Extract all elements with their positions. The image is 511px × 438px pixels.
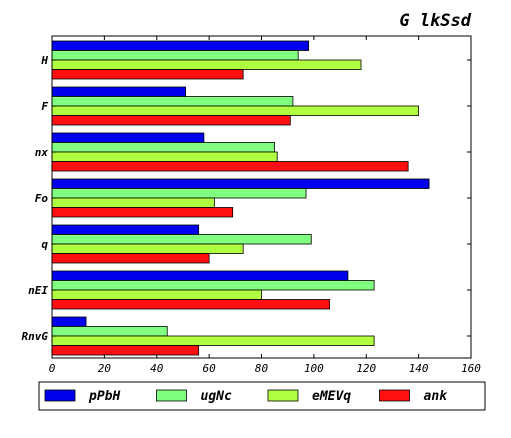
bar-pPbH-Fo: [52, 179, 429, 189]
bar-pPbH-q: [52, 225, 199, 235]
bar-eMEVq-nEI: [52, 290, 262, 300]
bar-ugNc-q: [52, 235, 311, 245]
bar-ank-F: [52, 116, 290, 126]
bar-pPbH-F: [52, 87, 186, 97]
bar-pPbH-nEI: [52, 271, 348, 281]
bar-eMEVq-RnvG: [52, 336, 374, 346]
legend-label-eMEVq: eMEVq: [312, 389, 351, 404]
bar-eMEVq-q: [52, 244, 243, 254]
bar-ank-nEI: [52, 300, 330, 310]
bar-ugNc-F: [52, 97, 293, 107]
bar-ugNc-RnvG: [52, 327, 167, 337]
y-tick-label: F: [41, 100, 48, 113]
bar-eMEVq-nx: [52, 152, 277, 162]
plot-area: 0 20 40 60 80 100 120 140 160 H Fnx Fo q nEI RnvG: [22, 36, 482, 375]
x-tick-label: 0: [49, 362, 56, 375]
x-tick-label: 100: [304, 362, 324, 375]
y-tick-label: nEI: [28, 284, 48, 297]
bar-ank-Fo: [52, 208, 233, 218]
x-tick-label: 20: [98, 362, 112, 375]
legend-swatch-eMEVq: [268, 390, 298, 401]
legend-label-ugNc: ugNc: [201, 389, 232, 404]
bar-eMEVq-H: [52, 60, 361, 70]
x-tick-label: 140: [409, 362, 429, 375]
bar-pPbH-H: [52, 41, 309, 51]
bar-ank-nx: [52, 162, 408, 172]
bar-ugNc-nx: [52, 143, 275, 153]
legend-swatch-ugNc: [157, 390, 187, 401]
chart-title: G lkSsd: [399, 11, 471, 31]
x-tick-label: 80: [255, 362, 269, 375]
bar-pPbH-RnvG: [52, 317, 86, 327]
bar-ank-RnvG: [52, 346, 199, 356]
legend-swatch-ank: [380, 390, 410, 401]
x-tick-label: 40: [150, 362, 164, 375]
bar-ank-q: [52, 254, 209, 264]
bar-ugNc-Fo: [52, 189, 306, 199]
x-tick-label: 60: [203, 362, 217, 375]
y-tick-label: nx: [35, 146, 49, 159]
legend: pPbH ugNc eMEVq ank: [39, 382, 485, 410]
legend-label-pPbH: pPbH: [88, 389, 120, 404]
y-tick-label: RnvG: [22, 330, 49, 343]
legend-swatch-pPbH: [45, 390, 75, 401]
bar-eMEVq-F: [52, 106, 419, 116]
x-tick-label: 120: [356, 362, 376, 375]
bar-pPbH-nx: [52, 133, 204, 143]
bar-ugNc-H: [52, 51, 298, 61]
y-tick-label: Fo: [35, 192, 49, 205]
legend-label-ank: ank: [424, 389, 449, 404]
y-tick-label: H: [40, 54, 48, 67]
bar-ank-H: [52, 70, 243, 80]
x-tick-label: 160: [461, 362, 481, 375]
bar-ugNc-nEI: [52, 281, 374, 291]
y-tick-label: q: [41, 238, 48, 251]
bar-eMEVq-Fo: [52, 198, 214, 208]
